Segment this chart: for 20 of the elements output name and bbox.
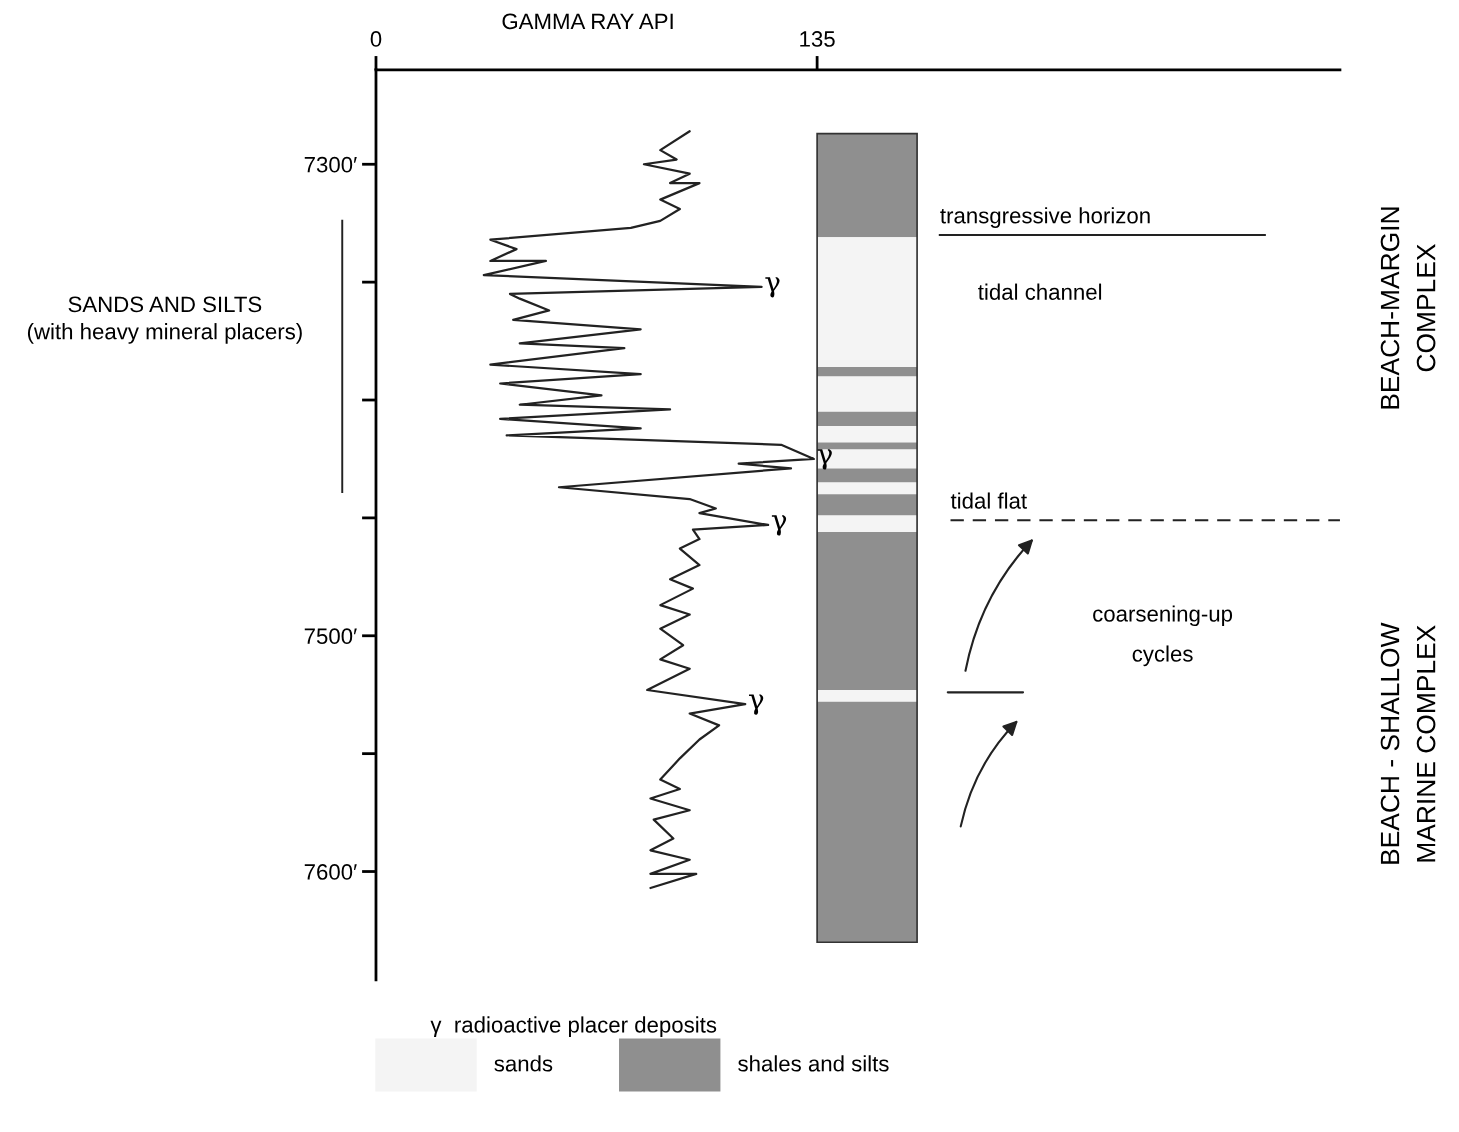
x-tick-label: 0 <box>370 31 382 47</box>
annotation: γ <box>749 694 764 715</box>
ref-line-label: transgressive horizon <box>940 207 1150 228</box>
text: γ radioactive placer deposits <box>430 1016 717 1038</box>
line-series <box>482 130 815 890</box>
annotation: tidal channel <box>978 283 1102 300</box>
text: BEACH-MARGIN COMPLEX <box>1380 207 1436 409</box>
text: SANDS AND SILTS (with heavy mineral placers) <box>27 296 302 344</box>
x-tick-label: 135 <box>800 31 835 47</box>
y-tick-label: 7500′ <box>304 628 357 645</box>
y-tick-label: 7600′ <box>304 864 357 880</box>
annotation: γ <box>765 277 780 298</box>
legend-label: shales and silts <box>738 1055 889 1072</box>
annotation: γ <box>771 515 787 536</box>
ref-line-label: tidal flat <box>950 492 1027 509</box>
legend-label: sands <box>494 1055 553 1072</box>
y-tick-label: 7300′ <box>304 156 357 173</box>
x-axis-title: GAMMA RAY API <box>502 13 673 30</box>
annotation: coarsening-up cycles <box>1093 605 1233 667</box>
text: BEACH - SHALLOW MARINE COMPLEX <box>1380 622 1436 864</box>
